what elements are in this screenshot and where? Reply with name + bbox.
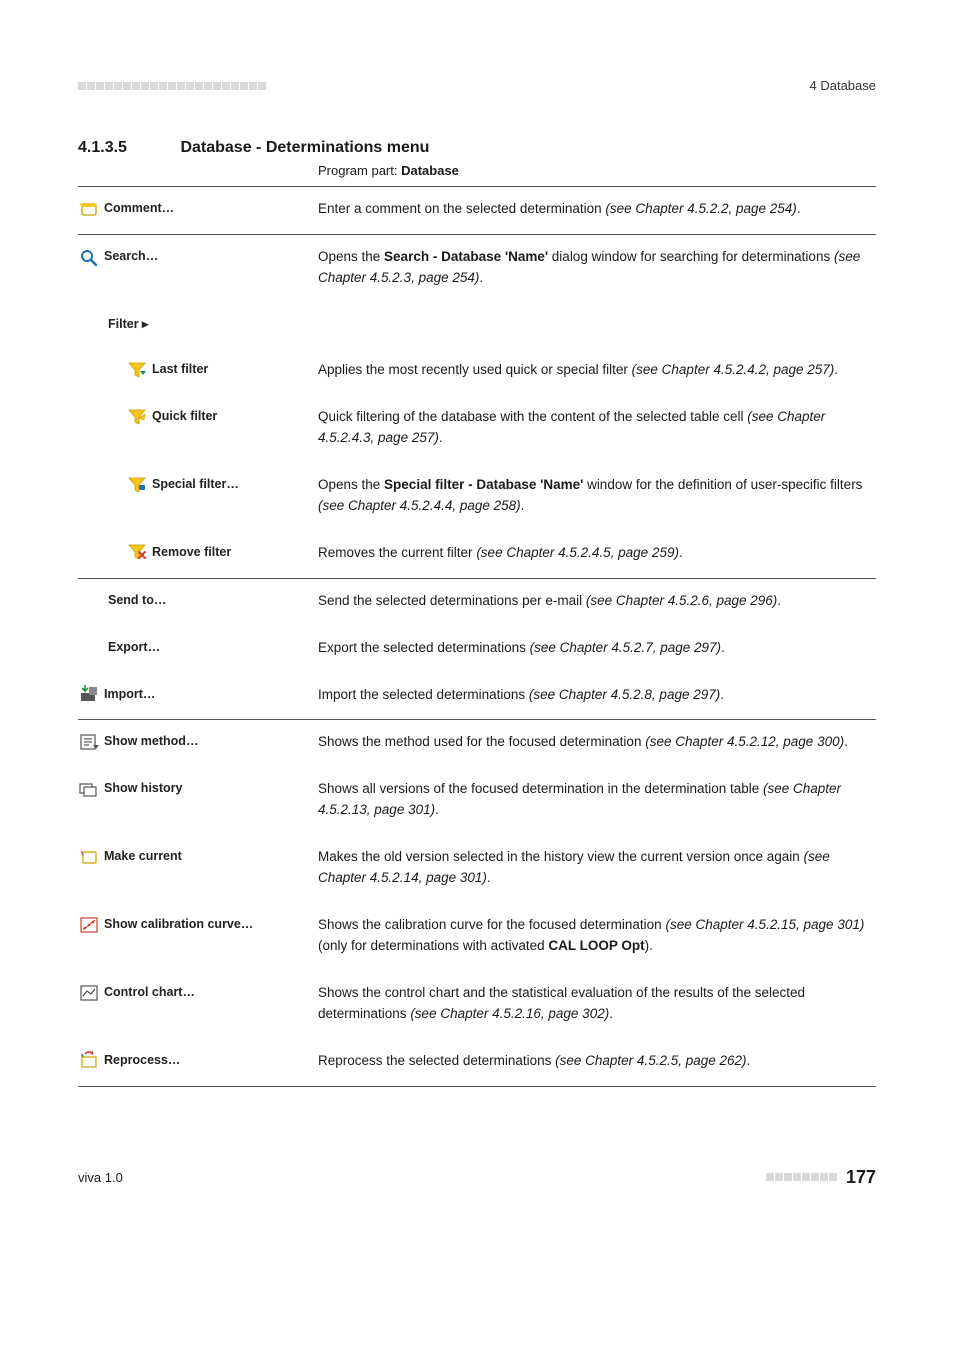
menu-row: Special filter… Opens the Special filter … <box>78 463 876 531</box>
menu-item-desc: Makes the old version selected in the hi… <box>318 835 876 903</box>
menu-item-label: Filter ▸ <box>108 315 148 334</box>
menu-item-label: Comment… <box>104 199 174 218</box>
quick-filter-icon <box>126 408 148 426</box>
footer-page: 177 <box>846 1167 876 1188</box>
menu-item-label: Export… <box>108 638 160 657</box>
make-current-icon <box>78 848 100 866</box>
menu-item-label: Send to… <box>108 591 166 610</box>
menu-item-label: Make current <box>104 847 182 866</box>
control-chart-icon <box>78 984 100 1002</box>
footer-ornament <box>766 1173 838 1181</box>
section-title: Database - Determinations menu <box>180 139 429 156</box>
menu-item-desc: Enter a comment on the selected determin… <box>318 187 876 235</box>
page-footer: viva 1.0 177 <box>78 1167 876 1188</box>
menu-row: Send to… Send the selected determinations… <box>78 578 876 625</box>
menu-item-label: Search… <box>104 247 158 266</box>
menu-table: Comment… Enter a comment on the selected … <box>78 186 876 1086</box>
section-number: 4.1.3.5 <box>78 139 176 157</box>
search-icon <box>78 248 100 266</box>
menu-item-label: Control chart… <box>104 983 195 1002</box>
menu-item-desc: Import the selected determinations (see … <box>318 673 876 720</box>
menu-row: Last filter Applies the most recently use… <box>78 348 876 395</box>
menu-row: Make current Makes the old version select… <box>78 835 876 903</box>
program-part-value: Database <box>401 163 459 178</box>
menu-item-desc: Send the selected determinations per e-m… <box>318 578 876 625</box>
menu-item-label: Quick filter <box>152 407 217 426</box>
menu-item-desc: Applies the most recently used quick or … <box>318 348 876 395</box>
menu-item-desc: Shows the method used for the focused de… <box>318 720 876 767</box>
menu-item-desc: Export the selected determinations (see … <box>318 626 876 673</box>
menu-row: Remove filter Removes the current filter … <box>78 531 876 578</box>
menu-item-label: Remove filter <box>152 543 231 562</box>
menu-item-desc: Removes the current filter (see Chapter … <box>318 531 876 578</box>
menu-item-desc: Shows all versions of the focused determ… <box>318 767 876 835</box>
section-heading: 4.1.3.5 Database - Determinations menu <box>78 139 876 157</box>
menu-item-desc: Shows the control chart and the statisti… <box>318 971 876 1039</box>
chapter-label: 4 Database <box>810 78 877 93</box>
menu-row: Reprocess… Reprocess the selected determi… <box>78 1039 876 1086</box>
menu-item-label: Show history <box>104 779 182 798</box>
menu-row: Export… Export the selected determination… <box>78 626 876 673</box>
menu-row: Show calibration curve… Shows the calibra… <box>78 903 876 971</box>
menu-item-label: Last filter <box>152 360 208 379</box>
menu-item-desc <box>318 303 876 348</box>
show-history-icon <box>78 780 100 798</box>
menu-item-label: Import… <box>104 685 155 704</box>
menu-row: Filter ▸ <box>78 303 876 348</box>
comment-icon <box>78 200 100 218</box>
menu-row: Search… Opens the Search - Database 'Name… <box>78 234 876 302</box>
footer-version: viva 1.0 <box>78 1170 123 1185</box>
menu-row: Import… Import the selected determination… <box>78 673 876 720</box>
calibration-icon <box>78 916 100 934</box>
program-part: Program part: Database <box>318 163 876 178</box>
menu-item-label: Reprocess… <box>104 1051 180 1070</box>
remove-filter-icon <box>126 543 148 561</box>
program-part-label: Program part: <box>318 163 401 178</box>
menu-row: Show history Shows all versions of the fo… <box>78 767 876 835</box>
menu-row: Quick filter Quick filtering of the datab… <box>78 395 876 463</box>
menu-item-label: Special filter… <box>152 475 239 494</box>
header-ornament <box>78 82 267 90</box>
menu-item-desc: Shows the calibration curve for the focu… <box>318 903 876 971</box>
menu-item-desc: Opens the Search - Database 'Name' dialo… <box>318 234 876 302</box>
special-filter-icon <box>126 476 148 494</box>
menu-item-desc: Opens the Special filter - Database 'Nam… <box>318 463 876 531</box>
menu-item-label: Show calibration curve… <box>104 915 253 934</box>
last-filter-icon <box>126 361 148 379</box>
menu-item-desc: Quick filtering of the database with the… <box>318 395 876 463</box>
menu-item-label: Show method… <box>104 732 198 751</box>
reprocess-icon <box>78 1051 100 1069</box>
menu-item-desc: Reprocess the selected determinations (s… <box>318 1039 876 1086</box>
menu-row: Comment… Enter a comment on the selected … <box>78 187 876 235</box>
menu-row: Control chart… Shows the control chart an… <box>78 971 876 1039</box>
import-icon <box>78 685 100 703</box>
menu-row: Show method… Shows the method used for th… <box>78 720 876 767</box>
page-header: 4 Database <box>78 78 876 93</box>
show-method-icon <box>78 733 100 751</box>
